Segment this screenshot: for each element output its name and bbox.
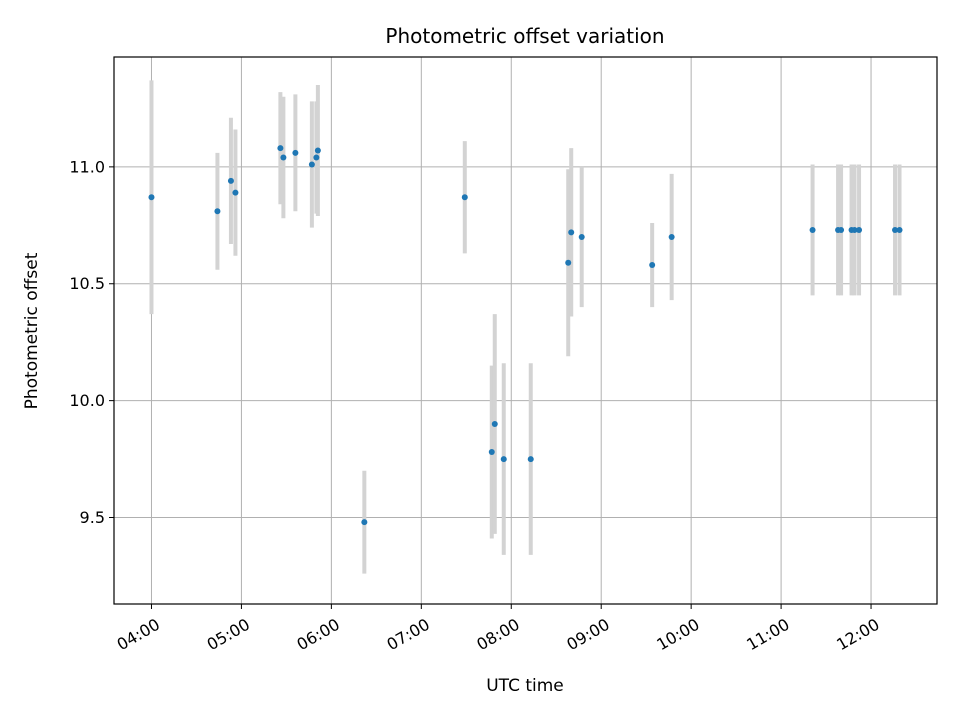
data-point	[851, 226, 858, 233]
grid	[114, 57, 937, 604]
data-point	[856, 226, 863, 233]
chart-title: Photometric offset variation	[385, 24, 664, 48]
data-point	[232, 189, 239, 196]
data-points	[148, 145, 903, 526]
data-point	[214, 208, 221, 215]
x-axis-label: UTC time	[486, 676, 564, 696]
data-point	[500, 456, 507, 463]
data-point	[491, 421, 498, 428]
data-point	[280, 154, 287, 161]
data-point	[565, 259, 572, 266]
y-tick-label: 11.0	[69, 157, 105, 176]
y-tick-label: 9.5	[80, 508, 105, 527]
data-point	[488, 449, 495, 456]
data-point	[314, 147, 321, 154]
data-point	[461, 194, 468, 201]
data-point	[227, 177, 234, 184]
data-point	[292, 149, 299, 156]
data-point	[668, 233, 675, 240]
data-point	[892, 226, 899, 233]
data-point	[308, 161, 315, 168]
y-tick-label: 10.5	[69, 274, 105, 293]
y-axis-label: Photometric offset	[22, 252, 42, 409]
data-point	[809, 226, 816, 233]
y-tick-label: 10.0	[69, 391, 105, 410]
plot-frame	[113, 56, 938, 605]
data-point	[649, 262, 656, 269]
data-point	[578, 233, 585, 240]
data-point	[568, 229, 575, 236]
data-point	[277, 145, 284, 152]
data-point	[838, 226, 845, 233]
data-point	[313, 154, 320, 161]
data-point	[148, 194, 155, 201]
data-point	[527, 456, 534, 463]
data-point	[896, 226, 903, 233]
y-axis: 9.5 10.0 10.5 11.0	[69, 157, 114, 527]
data-point	[361, 519, 368, 526]
